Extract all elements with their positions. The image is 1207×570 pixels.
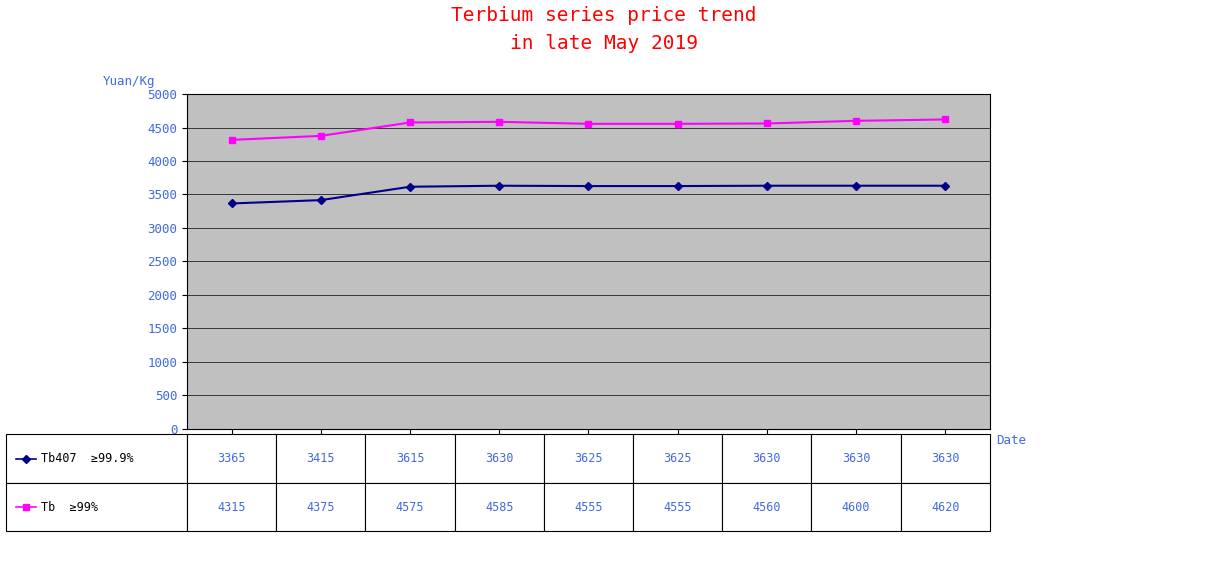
Text: 3365: 3365 (217, 452, 246, 465)
Text: 3630: 3630 (931, 452, 960, 465)
Text: 3615: 3615 (396, 452, 425, 465)
Text: 3630: 3630 (752, 452, 781, 465)
Text: 4375: 4375 (307, 500, 336, 514)
Text: Tb  ≥99%: Tb ≥99% (41, 500, 98, 514)
Text: 3415: 3415 (307, 452, 336, 465)
Text: Terbium series price trend
in late May 2019: Terbium series price trend in late May 2… (450, 6, 757, 52)
Text: 3625: 3625 (664, 452, 692, 465)
Text: 4575: 4575 (396, 500, 425, 514)
Text: Yuan/Kg: Yuan/Kg (103, 75, 154, 88)
Text: 3630: 3630 (841, 452, 870, 465)
Text: 4555: 4555 (664, 500, 692, 514)
Text: 4585: 4585 (485, 500, 513, 514)
Text: 3625: 3625 (575, 452, 602, 465)
Text: 4315: 4315 (217, 500, 246, 514)
Text: 4620: 4620 (931, 500, 960, 514)
Text: 4600: 4600 (841, 500, 870, 514)
Text: Tb407  ≥99.9%: Tb407 ≥99.9% (41, 452, 134, 465)
Text: 4560: 4560 (752, 500, 781, 514)
Text: Date: Date (996, 434, 1026, 447)
Text: 4555: 4555 (575, 500, 602, 514)
Text: 3630: 3630 (485, 452, 513, 465)
